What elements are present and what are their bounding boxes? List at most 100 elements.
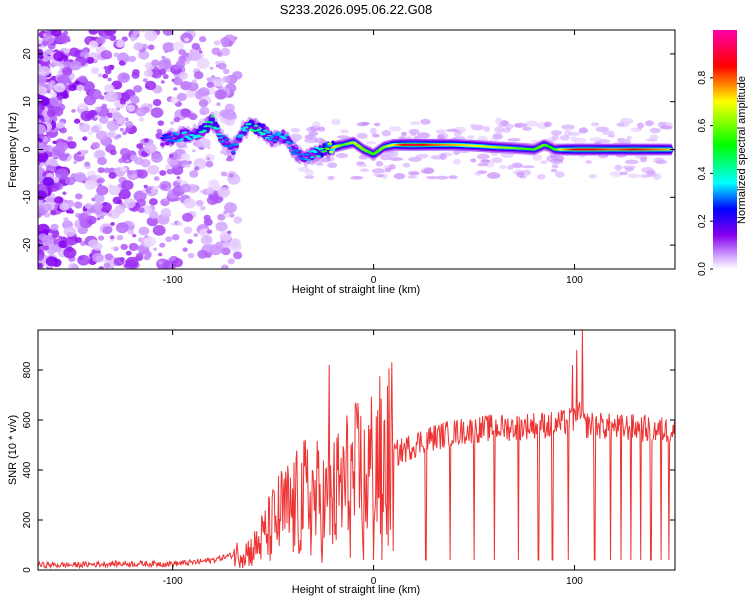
halo-speckle [407,171,421,176]
noise-speckle [116,234,124,241]
halo-speckle [561,125,571,130]
noise-speckle [150,188,156,193]
noise-speckle [71,108,76,113]
halo-speckle [649,134,659,140]
noise-speckle [206,157,211,161]
noise-speckle [132,30,141,36]
halo-speckle [372,170,380,177]
noise-speckle [38,143,48,154]
ridge-cell [292,152,297,155]
noise-speckle [58,240,68,249]
noise-speckle [216,102,221,107]
halo-speckle [289,133,303,141]
noise-speckle [104,84,115,93]
noise-speckle [166,168,174,175]
noise-speckle [132,233,137,238]
noise-speckle [77,254,91,266]
noise-speckle [63,48,71,54]
noise-speckle [69,60,82,71]
noise-speckle [217,213,226,221]
noise-speckle [206,77,211,82]
noise-speckle [102,225,113,235]
halo-speckle [630,127,642,132]
noise-speckle [162,42,175,53]
halo-speckle [640,174,651,178]
noise-speckle [62,60,72,68]
ridge-cell [238,134,244,137]
noise-speckle [192,79,197,84]
halo-speckle [483,125,490,133]
halo-speckle [568,131,581,136]
noise-speckle [153,176,160,182]
noise-speckle [144,80,157,91]
noise-speckle [115,39,126,48]
halo-speckle [504,123,514,130]
ridge-cell [325,147,331,150]
noise-speckle [116,107,121,111]
noise-speckle [158,252,163,257]
noise-speckle [178,49,187,56]
noise-speckle [80,110,93,122]
halo-speckle [621,138,628,143]
halo-speckle [498,164,507,170]
ridge-cell [277,132,283,135]
ridge-cell [242,129,247,132]
halo-speckle [522,126,532,131]
halo-speckle [521,165,535,169]
noise-speckle [143,69,153,78]
halo-speckle [312,121,321,128]
noise-speckle [140,30,147,33]
noise-speckle [67,140,77,149]
halo-speckle [555,171,565,178]
noise-speckle [187,81,199,92]
noise-speckle [170,222,175,227]
noise-speckle [125,250,132,256]
noise-speckle [184,37,190,42]
noise-speckle [228,173,234,178]
noise-speckle [39,133,45,139]
noise-speckle [118,188,131,200]
noise-speckle [53,51,65,62]
noise-speckle [110,246,116,250]
colorbar: 0.0 0.2 0.4 0.6 0.8 Normalized spectral ampl… [697,30,748,276]
noise-speckle [107,132,114,138]
y-tick-label: 200 [22,511,33,528]
x-tick-label: 100 [566,576,583,587]
ridge-cell [240,127,246,130]
noise-speckle [38,223,50,235]
noise-speckle [182,247,188,252]
colorbar-tick-label: 0.2 [697,214,708,228]
halo-speckle [420,118,431,125]
noise-speckle [196,58,210,69]
noise-speckle [90,125,100,133]
noise-speckle [69,209,75,214]
noise-speckle [173,64,180,71]
noise-speckle [192,149,196,153]
noise-speckle [124,121,134,128]
halo-speckle [492,133,502,140]
halo-speckle [619,171,629,176]
noise-speckle [63,217,69,222]
noise-speckle [205,187,215,195]
noise-speckle [130,37,136,42]
halo-speckle [448,175,458,180]
noise-speckle [143,184,148,189]
x-tick-label: 0 [371,576,377,587]
y-tick-label: -20 [22,237,33,252]
noise-speckle [121,180,134,191]
noise-speckle [200,205,206,211]
noise-speckle [99,215,104,220]
halo-speckle [516,171,525,178]
ridge-cell [271,134,276,137]
noise-speckle [223,210,227,214]
noise-speckle [199,138,211,148]
ridge-cell [296,153,302,156]
noise-speckle [147,164,160,175]
noise-speckle [84,202,93,210]
chart-title: S233.2026.095.06.22.G08 [280,2,433,17]
halo-speckle [551,164,559,169]
ridge-cell [237,135,243,138]
spectrogram-y-axis-label: Frequency (Hz) [7,112,19,188]
noise-speckle [199,106,210,116]
halo-speckle [408,128,420,135]
